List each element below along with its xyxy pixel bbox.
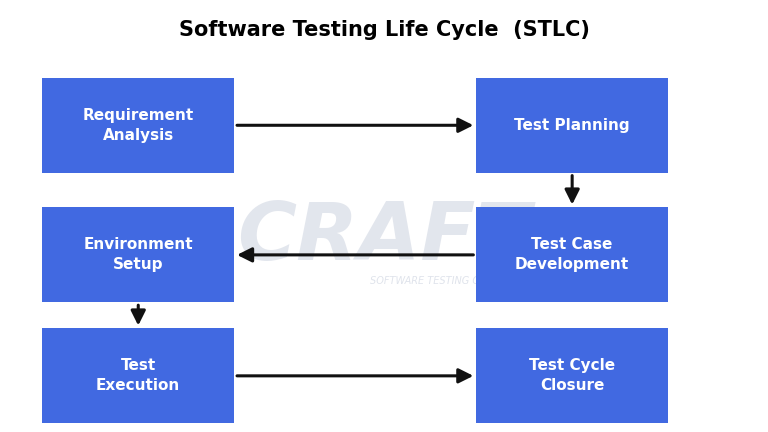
Text: Requirement
Analysis: Requirement Analysis bbox=[83, 108, 194, 143]
Text: Test Planning: Test Planning bbox=[515, 118, 630, 133]
Text: Software Testing Life Cycle  (STLC): Software Testing Life Cycle (STLC) bbox=[179, 20, 589, 40]
Text: Test Cycle
Closure: Test Cycle Closure bbox=[529, 359, 615, 393]
Text: SOFTWARE TESTING COMPANY: SOFTWARE TESTING COMPANY bbox=[370, 276, 521, 286]
Text: CRAFT: CRAFT bbox=[237, 199, 531, 276]
Text: Test Case
Development: Test Case Development bbox=[515, 238, 629, 272]
FancyBboxPatch shape bbox=[42, 207, 234, 302]
Text: Test
Execution: Test Execution bbox=[96, 359, 180, 393]
FancyBboxPatch shape bbox=[476, 207, 668, 302]
FancyBboxPatch shape bbox=[476, 328, 668, 423]
Text: Environment
Setup: Environment Setup bbox=[84, 238, 193, 272]
FancyBboxPatch shape bbox=[476, 78, 668, 173]
FancyBboxPatch shape bbox=[42, 78, 234, 173]
FancyBboxPatch shape bbox=[42, 328, 234, 423]
